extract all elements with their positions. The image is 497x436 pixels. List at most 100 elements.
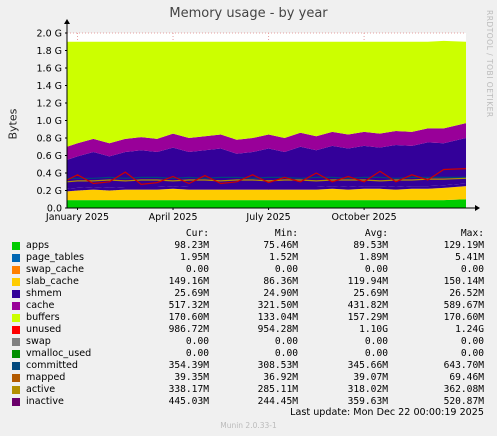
legend-min: 133.04M — [257, 312, 298, 323]
legend-cur: 338.17M — [168, 384, 209, 395]
legend-avg: 0.00 — [364, 336, 388, 347]
header-min: Min: — [274, 228, 298, 239]
legend-swatch — [12, 266, 20, 274]
legend-max: 643.70M — [443, 360, 484, 371]
legend-row-buffers: buffers 170.60M 133.04M 157.29M 170.60M — [12, 312, 492, 324]
legend-swatch — [12, 314, 20, 322]
legend-min: 1.52M — [269, 252, 298, 263]
legend-avg: 25.69M — [353, 288, 388, 299]
legend-cur: 149.16M — [168, 276, 209, 287]
legend-avg: 345.66M — [347, 360, 388, 371]
y-tick-label: 0.6 G — [37, 151, 63, 162]
legend-swatch — [12, 338, 20, 346]
y-tick-labels: 0.0 0.2 G 0.4 G 0.6 G 0.8 G 1.0 G 1.2 G 1.4 G 1.… — [37, 29, 67, 215]
legend-swatch — [12, 374, 20, 382]
legend-min: 954.28M — [257, 324, 298, 335]
legend-name: swap_cache — [26, 264, 85, 275]
legend-max: 26.52M — [449, 288, 484, 299]
legend-row-apps: apps 98.23M 75.46M 89.53M 129.19M — [12, 240, 492, 252]
x-axis-arrow — [475, 205, 480, 211]
legend-min: 36.92M — [263, 372, 298, 383]
legend-table: Cur: Min: Avg: Max: apps 98.23M 75.46M 89.5… — [12, 228, 492, 408]
chart-plot: 0.0 0.2 G 0.4 G 0.6 G 0.8 G 1.0 G 1.2 G 1.4 G 1.… — [37, 19, 480, 223]
area-shmem — [67, 183, 466, 192]
x-tick-label: April 2025 — [149, 212, 198, 223]
legend-avg: 119.94M — [347, 276, 388, 287]
legend-name: mapped — [26, 372, 66, 383]
legend-min: 321.50M — [257, 300, 298, 311]
legend-name: buffers — [26, 312, 60, 323]
legend-max: 170.60M — [443, 312, 484, 323]
legend-max: 362.08M — [443, 384, 484, 395]
legend-max: 0.00 — [460, 264, 484, 275]
y-tick-label: 0.4 G — [37, 169, 63, 180]
legend-cur: 1.95M — [180, 252, 209, 263]
legend-swatch — [12, 278, 20, 286]
legend-min: 308.53M — [257, 360, 298, 371]
legend-row-swap-cache: swap_cache 0.00 0.00 0.00 0.00 — [12, 264, 492, 276]
legend-min: 0.00 — [274, 336, 298, 347]
legend-name: page_tables — [26, 252, 85, 263]
legend-name: committed — [26, 360, 79, 371]
legend-row-inactive: inactive 445.03M 244.45M 359.63M 520.87M — [12, 396, 492, 408]
legend-name: active — [26, 384, 56, 395]
legend-name: inactive — [26, 396, 64, 407]
legend-min: 0.00 — [274, 348, 298, 359]
legend-min: 0.00 — [274, 264, 298, 275]
legend-cur: 354.39M — [168, 360, 209, 371]
legend-name: swap — [26, 336, 51, 347]
legend-avg: 39.07M — [353, 372, 388, 383]
area-buffers — [67, 123, 466, 160]
legend-min: 244.45M — [257, 396, 298, 407]
legend-avg: 89.53M — [353, 240, 388, 251]
legend-avg: 0.00 — [364, 264, 388, 275]
legend-min: 86.36M — [263, 276, 298, 287]
legend-swatch — [12, 290, 20, 298]
line-series — [66, 168, 467, 186]
legend-min: 285.11M — [257, 384, 298, 395]
legend-cur: 445.03M — [168, 396, 209, 407]
legend-name: apps — [26, 240, 50, 251]
axes — [64, 19, 480, 211]
legend-min: 75.46M — [263, 240, 298, 251]
legend-cur: 0.00 — [185, 348, 209, 359]
legend-name: shmem — [26, 288, 62, 299]
area-series — [67, 40, 466, 208]
y-tick-label: 2.0 G — [37, 29, 63, 40]
legend-max: 0.00 — [460, 336, 484, 347]
legend-avg: 359.63M — [347, 396, 388, 407]
header-cur: Cur: — [185, 228, 209, 239]
area-cache — [67, 138, 466, 189]
legend-swatch — [12, 362, 20, 370]
legend-avg: 318.02M — [347, 384, 388, 395]
legend-max: 589.67M — [443, 300, 484, 311]
legend-swatch — [12, 242, 20, 250]
legend-max: 520.87M — [443, 396, 484, 407]
last-update: Last update: Mon Dec 22 00:00:19 2025 — [290, 407, 484, 418]
legend-swatch — [12, 386, 20, 394]
x-tick-label: July 2025 — [245, 212, 290, 223]
legend-row-slab-cache: slab_cache 149.16M 86.36M 119.94M 150.14M — [12, 276, 492, 288]
legend-cur: 0.00 — [185, 264, 209, 275]
graph-title: Memory usage - by year — [169, 6, 328, 21]
legend-max: 5.41M — [455, 252, 484, 263]
area-slab-cache — [67, 186, 466, 201]
legend-swatch — [12, 350, 20, 358]
legend-min: 24.90M — [263, 288, 298, 299]
legend-max: 69.46M — [449, 372, 484, 383]
legend-avg: 0.00 — [364, 348, 388, 359]
legend-row-committed: committed 354.39M 308.53M 345.66M 643.70M — [12, 360, 492, 372]
legend-rows: apps 98.23M 75.46M 89.53M 129.19M page_tables… — [12, 240, 492, 408]
legend-row-unused: unused 986.72M 954.28M 1.10G 1.24G — [12, 324, 492, 336]
y-tick-label: 1.4 G — [37, 81, 63, 92]
legend-max: 0.00 — [460, 348, 484, 359]
legend-name: cache — [26, 300, 55, 311]
legend-avg: 1.10G — [359, 324, 388, 335]
rrdtool-watermark: RRDTOOL / TOBI OETIKER — [485, 10, 494, 118]
legend-swatch — [12, 398, 20, 406]
legend-cur: 98.23M — [174, 240, 209, 251]
legend-avg: 431.82M — [347, 300, 388, 311]
legend-cur: 25.69M — [174, 288, 209, 299]
legend-row-cache: cache 517.32M 321.50M 431.82M 589.67M — [12, 300, 492, 312]
